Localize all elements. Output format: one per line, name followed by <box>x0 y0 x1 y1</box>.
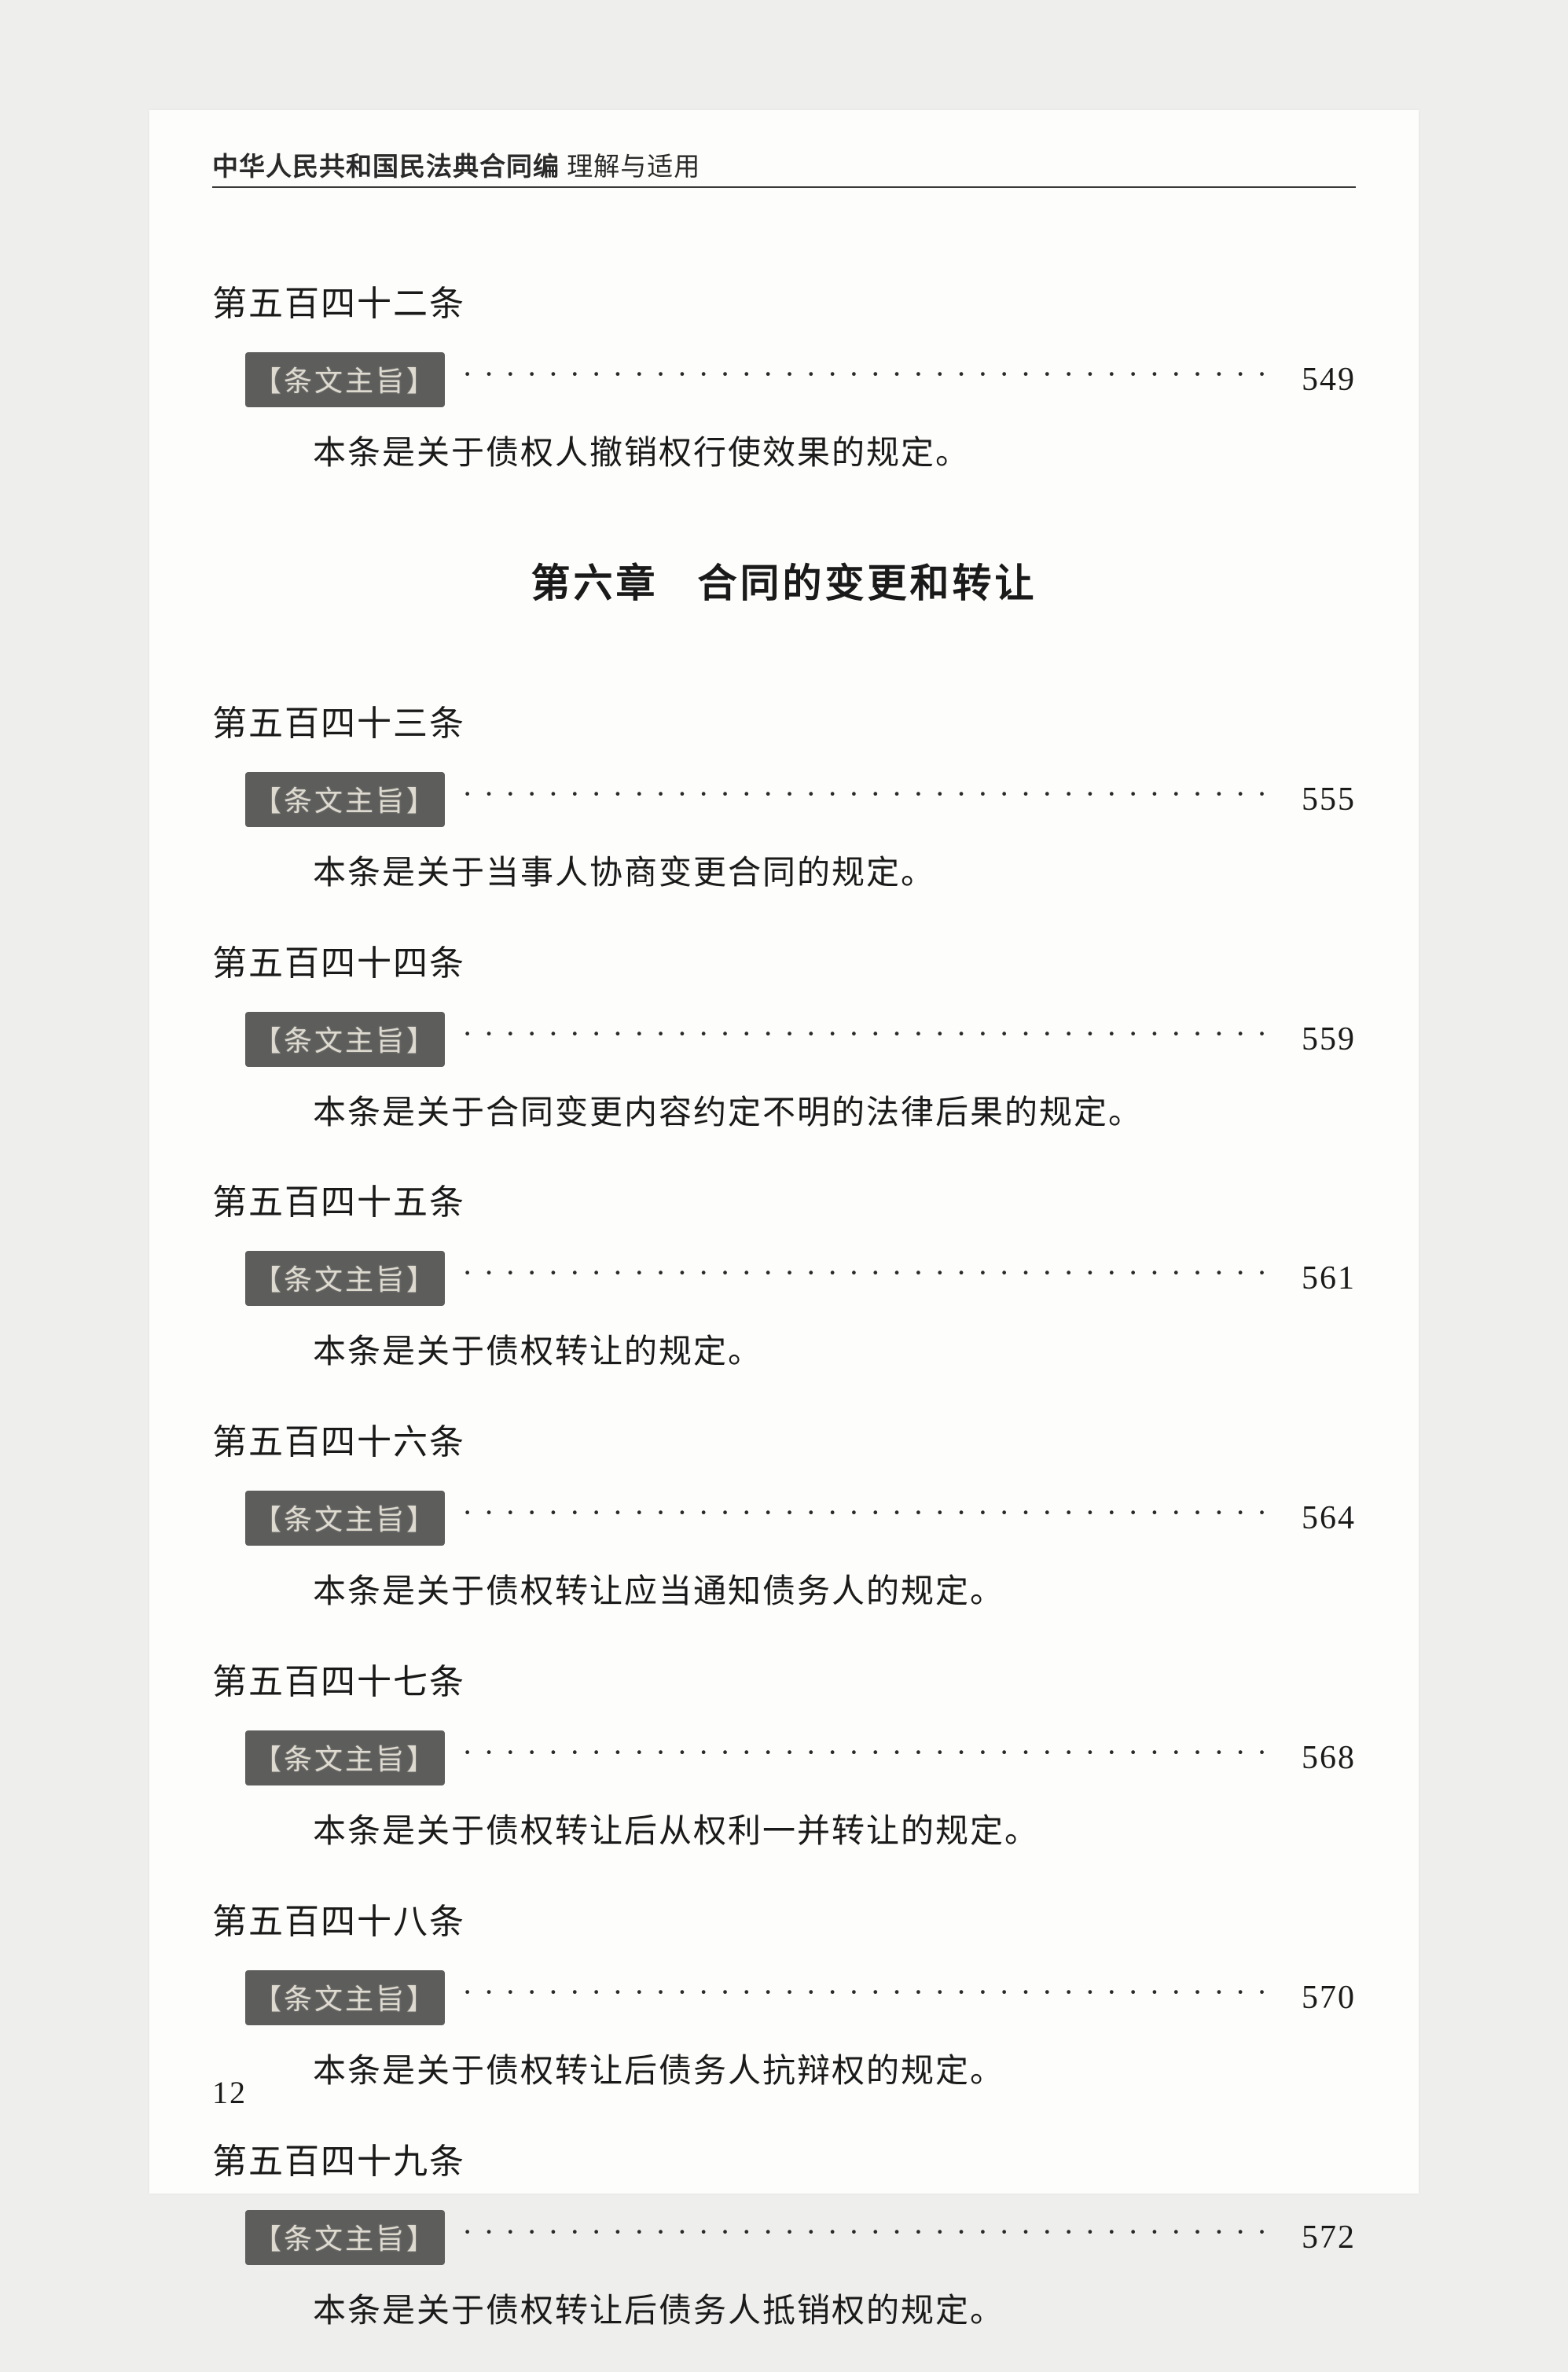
article-title: 第五百四十九条 <box>212 2133 1356 2183</box>
toc-line: 【条文主旨】 568 <box>212 1730 1356 1785</box>
article-desc: 本条是关于债权转让后债务人抵销权的规定。 <box>212 2289 1356 2335</box>
page-ref: 555 <box>1285 781 1356 818</box>
running-head-light: 理解与适用 <box>560 153 700 182</box>
toc-article: 第五百四十五条 【条文主旨】 561 本条是关于债权转让的规定。 <box>212 1174 1356 1376</box>
chapter-num: 第六章 <box>531 561 659 605</box>
head-rule <box>212 186 1356 188</box>
toc-line: 【条文主旨】 561 <box>212 1251 1356 1306</box>
dot-leaders <box>462 1742 1271 1774</box>
gist-badge: 【条文主旨】 <box>245 772 445 827</box>
dot-leaders <box>462 1502 1271 1534</box>
article-title: 第五百四十二条 <box>212 275 1356 325</box>
gist-badge: 【条文主旨】 <box>245 2210 445 2265</box>
gist-badge: 【条文主旨】 <box>245 352 445 407</box>
chapter-heading: 第六章合同的变更和转让 <box>212 552 1356 609</box>
article-desc: 本条是关于债权转让后债务人抗辩权的规定。 <box>212 2049 1356 2095</box>
page-ref: 570 <box>1285 1979 1356 2017</box>
page-ref: 564 <box>1285 1499 1356 1537</box>
toc-article: 第五百四十七条 【条文主旨】 568 本条是关于债权转让后从权利一并转让的规定。 <box>212 1653 1356 1855</box>
toc-line: 【条文主旨】 549 <box>212 352 1356 407</box>
footer-page-number: 12 <box>212 2074 247 2111</box>
gist-badge: 【条文主旨】 <box>245 1491 445 1546</box>
page: 中华人民共和国民法典合同编 理解与适用 第五百四十二条 【条文主旨】 549 本… <box>149 110 1419 2194</box>
article-desc: 本条是关于债权转让的规定。 <box>212 1329 1356 1376</box>
toc-line: 【条文主旨】 555 <box>212 772 1356 827</box>
dot-leaders <box>462 364 1271 395</box>
toc-article: 第五百四十六条 【条文主旨】 564 本条是关于债权转让应当通知债务人的规定。 <box>212 1414 1356 1616</box>
article-title: 第五百四十七条 <box>212 1653 1356 1704</box>
dot-leaders <box>462 1982 1271 2013</box>
article-desc: 本条是关于当事人协商变更合同的规定。 <box>212 851 1356 897</box>
toc-line: 【条文主旨】 572 <box>212 2210 1356 2265</box>
gist-badge: 【条文主旨】 <box>245 1251 445 1306</box>
dot-leaders <box>462 1024 1271 1055</box>
article-desc: 本条是关于债权人撤销权行使效果的规定。 <box>212 431 1356 477</box>
page-ref: 549 <box>1285 361 1356 399</box>
article-title: 第五百四十四条 <box>212 935 1356 985</box>
toc-content: 第五百四十二条 【条文主旨】 549 本条是关于债权人撤销权行使效果的规定。 第… <box>212 275 1356 2372</box>
page-ref: 559 <box>1285 1021 1356 1058</box>
gist-badge: 【条文主旨】 <box>245 1012 445 1067</box>
page-ref: 561 <box>1285 1260 1356 1297</box>
toc-line: 【条文主旨】 559 <box>212 1012 1356 1067</box>
toc-article: 第五百四十八条 【条文主旨】 570 本条是关于债权转让后债务人抗辩权的规定。 <box>212 1893 1356 2095</box>
gist-badge: 【条文主旨】 <box>245 1730 445 1785</box>
running-head-bold: 中华人民共和国民法典合同编 <box>212 153 560 182</box>
article-title: 第五百四十六条 <box>212 1414 1356 1464</box>
page-ref: 572 <box>1285 2219 1356 2256</box>
dot-leaders <box>462 2222 1271 2253</box>
toc-article: 第五百四十二条 【条文主旨】 549 本条是关于债权人撤销权行使效果的规定。 <box>212 275 1356 477</box>
article-title: 第五百四十八条 <box>212 1893 1356 1944</box>
article-desc: 本条是关于合同变更内容约定不明的法律后果的规定。 <box>212 1090 1356 1137</box>
toc-article: 第五百四十三条 【条文主旨】 555 本条是关于当事人协商变更合同的规定。 <box>212 695 1356 897</box>
toc-article: 第五百四十四条 【条文主旨】 559 本条是关于合同变更内容约定不明的法律后果的… <box>212 935 1356 1137</box>
toc-line: 【条文主旨】 570 <box>212 1970 1356 2025</box>
chapter-title: 合同的变更和转让 <box>698 561 1037 605</box>
article-desc: 本条是关于债权转让应当通知债务人的规定。 <box>212 1569 1356 1616</box>
article-title: 第五百四十三条 <box>212 695 1356 745</box>
article-desc: 本条是关于债权转让后从权利一并转让的规定。 <box>212 1809 1356 1855</box>
article-title: 第五百四十五条 <box>212 1174 1356 1224</box>
page-ref: 568 <box>1285 1739 1356 1777</box>
gist-badge: 【条文主旨】 <box>245 1970 445 2025</box>
dot-leaders <box>462 1263 1271 1294</box>
toc-article: 第五百四十九条 【条文主旨】 572 本条是关于债权转让后债务人抵销权的规定。 <box>212 2133 1356 2335</box>
running-head: 中华人民共和国民法典合同编 理解与适用 <box>212 145 700 183</box>
dot-leaders <box>462 784 1271 815</box>
toc-line: 【条文主旨】 564 <box>212 1491 1356 1546</box>
